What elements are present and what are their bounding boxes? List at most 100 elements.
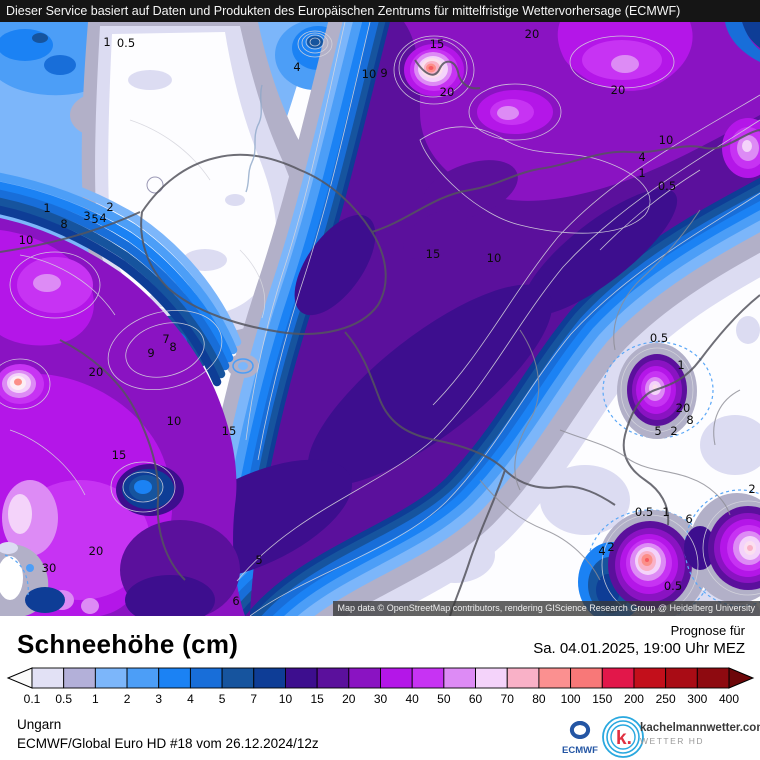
scale-tick-label: 2 [124, 692, 131, 706]
scale-cell [63, 667, 96, 689]
scale-cell [316, 667, 350, 689]
scale-cell [221, 667, 255, 689]
scale-tick-label: 40 [406, 692, 420, 706]
contour-label: 20 [611, 83, 626, 97]
contour-label: 6 [232, 594, 239, 608]
scale-tick-label: 15 [310, 692, 324, 706]
contour-label: 20 [440, 85, 455, 99]
contour-label: 0.5 [658, 179, 676, 193]
forecast-time: Sa. 04.01.2025, 19:00 Uhr MEZ [533, 640, 745, 657]
scale-tick-label: 1 [92, 692, 99, 706]
scale-tick-label: 30 [374, 692, 388, 706]
contour-label: 7 [162, 332, 169, 346]
contour-label: 2 [670, 424, 677, 438]
scale-tick-label: 5 [219, 692, 226, 706]
brand-block[interactable]: kachelmannwetter.com WETTER HD [640, 722, 760, 746]
forecast-block: Prognose für Sa. 04.01.2025, 19:00 Uhr M… [533, 623, 745, 657]
contour-label: 0.5 [117, 36, 135, 50]
contour-label: 1 [662, 505, 669, 519]
peak-east-edge [684, 489, 760, 607]
contour-label: 8 [60, 217, 67, 231]
contour-label: 20 [89, 365, 104, 379]
scale-cell [126, 667, 160, 689]
admin-borders [245, 84, 741, 581]
scale-cell [696, 667, 730, 689]
contour-lines [0, 21, 760, 617]
scale-cell [31, 667, 65, 689]
contour-label: 1 [103, 35, 110, 49]
scale-cell [94, 667, 128, 689]
scale-cell [538, 667, 572, 689]
coast-southwest [0, 542, 65, 616]
contour-label: 2 [607, 540, 614, 554]
contour-label: 4 [598, 544, 605, 558]
region-label: Ungarn [17, 717, 62, 732]
contour-label: 9 [380, 66, 387, 80]
scale-tick-label: 50 [437, 692, 451, 706]
contour-label: 5 [91, 212, 98, 226]
contour-label: 15 [430, 37, 445, 51]
scale-cell [348, 667, 381, 689]
map-attribution: Map data © OpenStreetMap contributors, r… [332, 601, 760, 616]
contour-label: 15 [222, 424, 237, 438]
snow-depth-map[interactable]: 1 0.5 4 10 9 15 20 20 20 10 4 1 0.5 15 10 1 2 3 5 4 8 10 20 7 8 9… [0, 0, 760, 616]
scale-tick-label: 80 [532, 692, 546, 706]
contour-label: 10 [167, 414, 182, 428]
northeast-high-zone [403, 22, 760, 316]
contour-label: 5 [654, 424, 661, 438]
model-run-label: ECMWF/Global Euro HD #18 vom 26.12.2024/… [17, 736, 319, 751]
contour-label: 10 [487, 251, 502, 265]
scale-tick-label: 60 [469, 692, 483, 706]
page-title: Schneehöhe (cm) [17, 629, 239, 659]
peak-north [404, 44, 464, 96]
ecmwf-logo-text: ECMWF [562, 745, 598, 756]
scale-tick-label: 250 [656, 692, 676, 706]
kachelmann-icon: k. [602, 716, 644, 758]
kachelmann-logo[interactable]: k. [600, 714, 646, 760]
legend-footer: Schneehöhe (cm) Prognose für Sa. 04.01.2… [0, 616, 760, 760]
contour-label: 3 [83, 209, 90, 223]
contour-label: 0.5 [664, 579, 682, 593]
scale-tick-label: 0.5 [55, 692, 72, 706]
contour-label: 0.5 [650, 331, 668, 345]
scale-arrow [728, 667, 755, 689]
contour-label: 1 [677, 358, 684, 372]
scale-cell [380, 667, 413, 689]
contour-label: 10 [659, 133, 674, 147]
attribution-text: Map data © OpenStreetMap contributors, r… [337, 603, 755, 613]
scale-cell [285, 667, 318, 689]
scale-cell [601, 667, 635, 689]
scale-tick-label: 10 [279, 692, 293, 706]
scale-cell [253, 667, 286, 689]
contour-label: 15 [426, 247, 441, 261]
scale-cell [633, 667, 667, 689]
contour-label: 5 [255, 553, 262, 567]
contour-label: 15 [112, 448, 127, 462]
scale-cell [570, 667, 603, 689]
brand-sub: WETTER HD [640, 736, 705, 746]
service-notice-text: Dieser Service basiert auf Daten und Pro… [6, 4, 681, 18]
scale-cell [475, 667, 508, 689]
scale-tick-label: 200 [624, 692, 644, 706]
scale-cell [506, 667, 540, 689]
scale-tick-label: 7 [250, 692, 257, 706]
contour-label: 8 [169, 340, 176, 354]
contour-label: 4 [293, 60, 300, 74]
contour-label: 1 [638, 166, 645, 180]
contour-label: 20 [89, 544, 104, 558]
contour-label: 8 [686, 413, 693, 427]
scale-tick-label: 400 [719, 692, 739, 706]
scale-cell [411, 667, 445, 689]
contour-label: 6 [685, 512, 692, 526]
contour-label: 4 [638, 150, 645, 164]
color-scale: 0.1 0.5 1 2 3 4 5 7 10 15 20 30 40 50 60 70 80 100 150 200 2… [6, 667, 755, 706]
contour-label: 20 [525, 27, 540, 41]
k-letter: k. [616, 728, 632, 749]
ecmwf-logo[interactable]: ECMWF [559, 720, 601, 756]
scale-cell [189, 667, 223, 689]
forecast-label: Prognose für [670, 623, 745, 638]
contour-label: 20 [676, 401, 691, 415]
scale-tick-label: 4 [187, 692, 194, 706]
country-borders [0, 59, 760, 617]
